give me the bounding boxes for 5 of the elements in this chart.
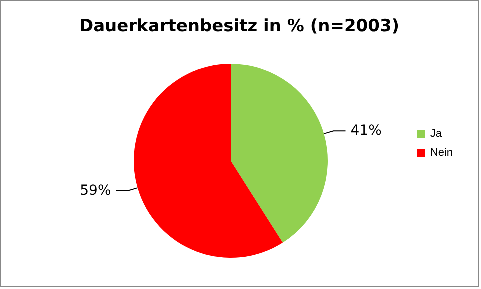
data-label: 41% (350, 123, 382, 140)
legend-label: Nein (430, 147, 453, 159)
legend-label: Ja (430, 128, 443, 140)
chart-title: Dauerkartenbesitz in % (n=2003) (79, 16, 400, 36)
data-label: 59% (80, 182, 112, 199)
